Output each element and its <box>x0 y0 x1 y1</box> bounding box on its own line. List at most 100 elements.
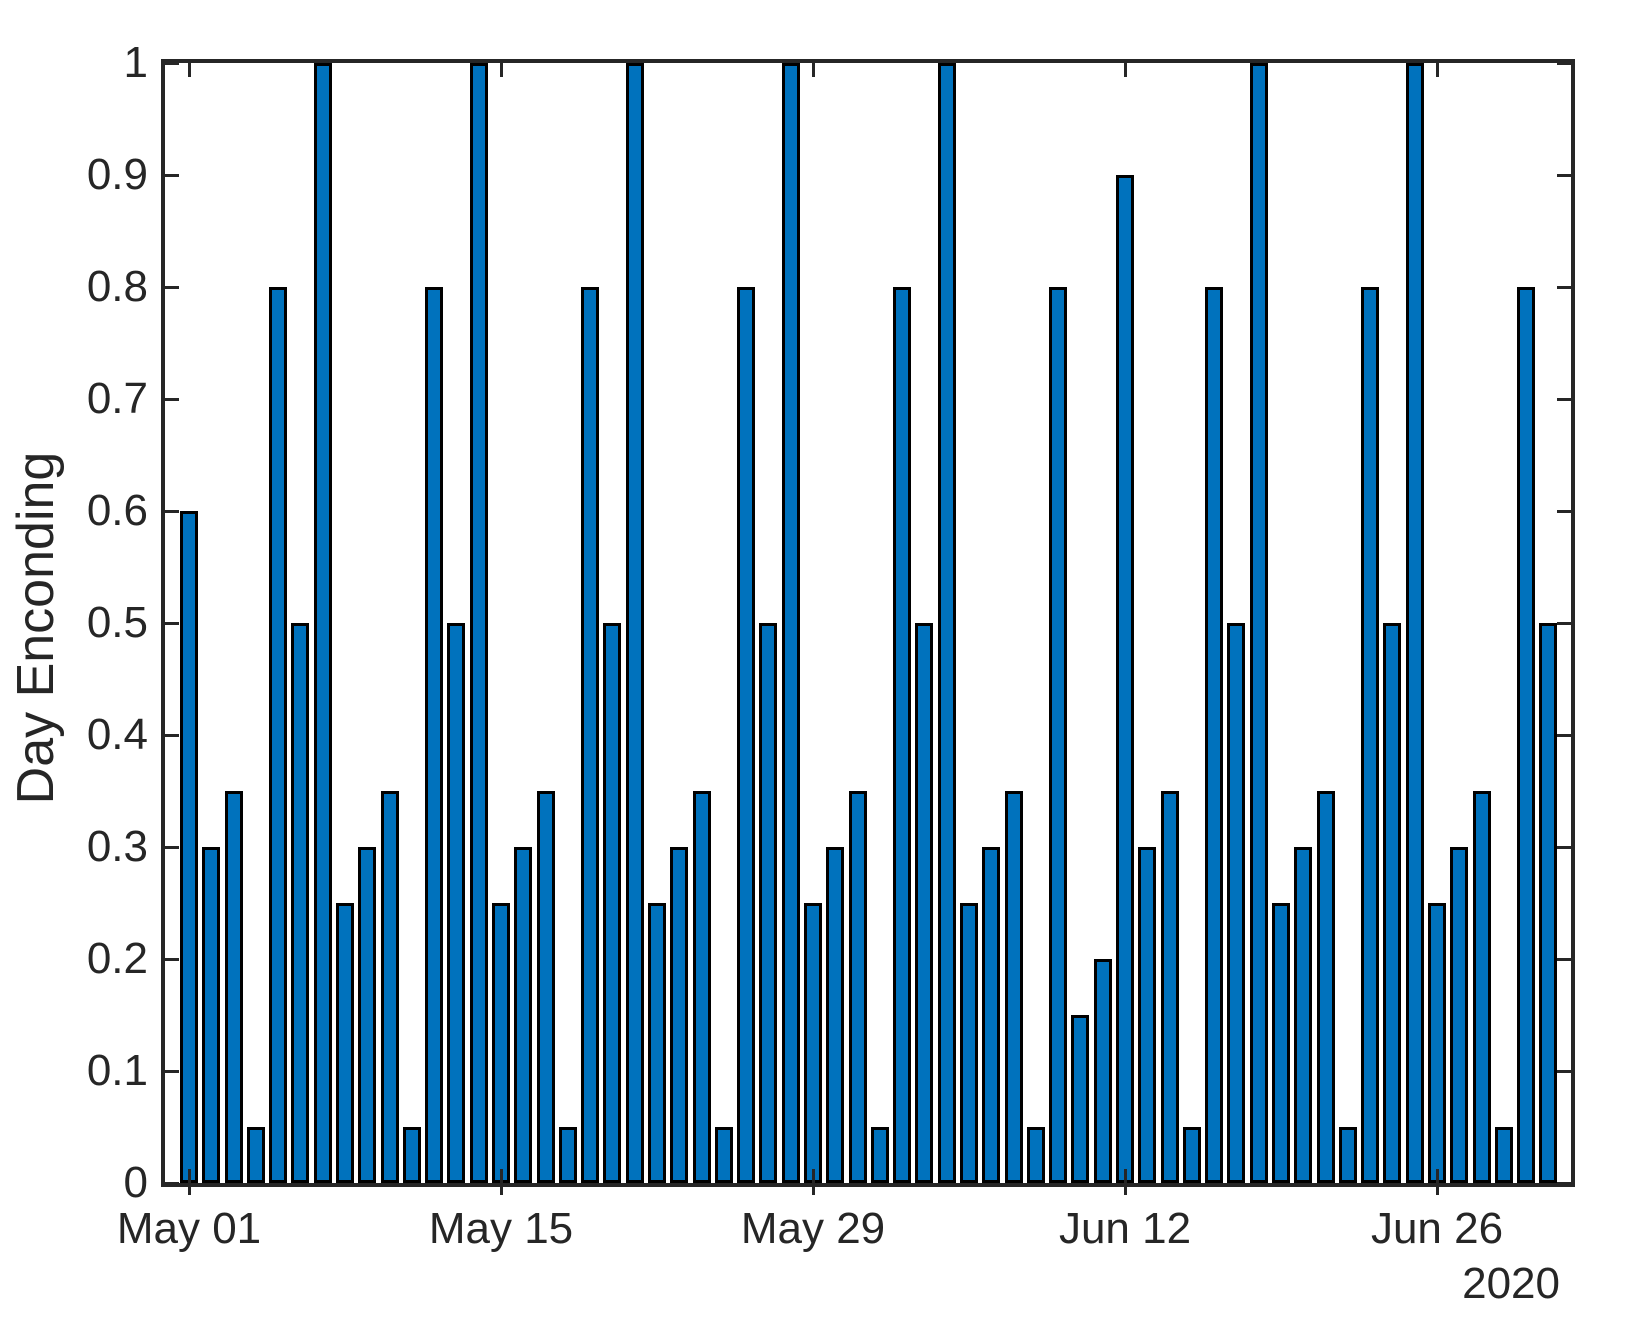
y-tick <box>1557 509 1571 513</box>
y-tick <box>1557 397 1571 401</box>
y-tick-label: 0.9 <box>86 150 148 199</box>
x-tick <box>499 1183 503 1195</box>
x-tick <box>187 1183 191 1195</box>
bar <box>826 847 845 1183</box>
bar <box>1428 903 1447 1183</box>
bar <box>492 903 510 1183</box>
bar <box>982 847 1001 1183</box>
bar <box>1227 623 1246 1183</box>
x-tick <box>811 63 815 77</box>
y-tick-label: 0.8 <box>86 262 148 311</box>
x-tick <box>1123 1169 1127 1183</box>
bar <box>1249 63 1268 1183</box>
bar <box>1138 847 1157 1183</box>
y-tick-label: 0.4 <box>86 710 148 759</box>
y-tick <box>165 61 179 65</box>
y-tick <box>1557 1069 1571 1073</box>
bar <box>1160 791 1179 1183</box>
x-tick <box>499 63 503 77</box>
bar <box>246 1127 265 1183</box>
y-tick <box>165 509 179 513</box>
bar <box>1472 791 1491 1183</box>
y-tick <box>1557 845 1571 849</box>
y-tick <box>165 397 179 401</box>
bar <box>960 903 978 1183</box>
x-tick <box>1123 63 1127 77</box>
bar <box>447 623 466 1183</box>
y-tick <box>165 1069 179 1073</box>
y-tick <box>165 173 179 177</box>
bar <box>1450 847 1469 1183</box>
y-tick-label: 1 <box>123 38 148 87</box>
y-tick <box>1557 1181 1571 1185</box>
y-tick <box>1557 957 1571 961</box>
bar <box>1205 287 1224 1183</box>
x-tick-label: Jun 26 <box>1370 1204 1504 1253</box>
bar <box>402 1127 421 1183</box>
y-tick <box>1557 173 1571 177</box>
bar <box>692 791 711 1183</box>
bar <box>180 511 198 1183</box>
bar <box>558 1127 577 1183</box>
x-axis-year-label: 2020 <box>1462 1259 1560 1308</box>
bar <box>469 63 488 1183</box>
bar <box>848 791 867 1183</box>
bar <box>1004 791 1023 1183</box>
x-tick-label: May 15 <box>428 1204 574 1253</box>
x-tick <box>811 1183 815 1195</box>
y-tick <box>165 733 179 737</box>
bar <box>1338 1127 1357 1183</box>
x-tick <box>499 1169 503 1183</box>
bar <box>1093 959 1112 1183</box>
bar <box>536 791 555 1183</box>
bar <box>514 847 533 1183</box>
bar <box>870 1127 889 1183</box>
bar <box>1026 1127 1045 1183</box>
y-tick <box>165 957 179 961</box>
bar <box>336 903 354 1183</box>
bar <box>425 287 444 1183</box>
bar <box>714 1127 733 1183</box>
x-tick <box>187 1169 191 1183</box>
bar <box>202 847 221 1183</box>
bar <box>670 847 689 1183</box>
y-tick <box>1557 285 1571 289</box>
x-tick <box>811 1169 815 1183</box>
bar <box>1383 623 1402 1183</box>
y-tick <box>165 845 179 849</box>
bar <box>269 287 288 1183</box>
y-tick-label: 0.5 <box>86 598 148 647</box>
bar <box>648 903 666 1183</box>
x-tick <box>187 63 191 77</box>
bar <box>737 287 756 1183</box>
bar <box>915 623 934 1183</box>
bar <box>1272 903 1290 1183</box>
bar <box>224 791 243 1183</box>
x-tick <box>1435 1169 1439 1183</box>
y-tick <box>165 621 179 625</box>
bar <box>380 791 399 1183</box>
bar <box>759 623 778 1183</box>
bar <box>781 63 800 1183</box>
x-tick <box>1435 1183 1439 1195</box>
y-tick <box>165 285 179 289</box>
bar <box>581 287 600 1183</box>
y-tick-label: 0.6 <box>86 486 148 535</box>
bar <box>1316 791 1335 1183</box>
bar <box>1294 847 1313 1183</box>
x-tick-label: May 29 <box>740 1204 886 1253</box>
bar <box>937 63 956 1183</box>
y-tick-label: 0.7 <box>86 374 148 423</box>
bar <box>1071 1015 1090 1183</box>
x-tick-label: May 01 <box>116 1204 262 1253</box>
bar <box>893 287 912 1183</box>
bar <box>804 903 822 1183</box>
bar <box>358 847 377 1183</box>
bar <box>1494 1127 1513 1183</box>
bar <box>1361 287 1380 1183</box>
bar <box>291 623 310 1183</box>
x-tick <box>1123 1183 1127 1195</box>
x-tick-label: Jun 12 <box>1058 1204 1192 1253</box>
plot-area <box>161 59 1575 1195</box>
